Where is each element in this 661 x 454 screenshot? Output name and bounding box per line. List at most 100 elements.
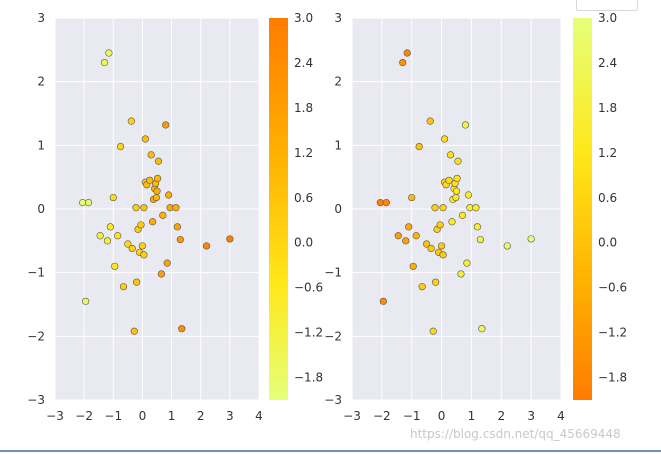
- colorbar-tick-label: 2.4: [598, 56, 617, 70]
- scatter-point: [461, 121, 470, 129]
- scatter-point: [159, 211, 167, 219]
- scatter-point: [100, 58, 109, 67]
- x-tick-label: 0: [139, 409, 147, 423]
- x-tick-label: 3: [527, 409, 535, 423]
- y-tick-label: 0: [37, 202, 45, 216]
- scatter-point: [137, 221, 145, 229]
- colorbar-tick-label: 1.2: [294, 146, 313, 160]
- scatter-point: [105, 49, 113, 57]
- colorbar-tick-label: 0.0: [598, 236, 617, 250]
- scatter-point: [446, 151, 455, 159]
- colorbar-tick-label: −1.2: [598, 326, 627, 340]
- y-tick-label: 2: [334, 75, 342, 89]
- colorbar-tick-label: 3.0: [598, 11, 617, 25]
- scatter-point: [405, 223, 413, 231]
- scatter-point: [379, 297, 387, 305]
- scatter-point: [140, 251, 148, 259]
- scatter-point: [463, 259, 471, 267]
- scatter-point: [127, 117, 135, 125]
- scatter-point: [426, 117, 434, 125]
- scatter-point: [124, 240, 132, 248]
- scatter-point: [114, 232, 122, 240]
- colorbar-tick-label: −1.8: [294, 371, 323, 385]
- colorbar-tick-label: 1.8: [294, 101, 313, 115]
- scatter-point: [412, 232, 420, 240]
- scatter-point: [452, 193, 460, 202]
- y-tick-label: −3: [324, 393, 342, 407]
- scatter-point: [403, 49, 411, 57]
- y-tick-label: −1: [27, 266, 45, 280]
- scatter-point: [440, 135, 449, 143]
- x-tick-label: −3: [343, 409, 361, 423]
- x-tick-label: −1: [403, 409, 421, 423]
- x-tick-label: −2: [373, 409, 391, 423]
- x-tick-label: −3: [46, 409, 64, 423]
- scatter-point: [454, 157, 462, 165]
- y-tick-label: 2: [37, 75, 45, 89]
- colorbar-tick-label: 0.0: [294, 236, 313, 250]
- scatter-point: [432, 278, 440, 286]
- y-tick-label: 3: [37, 11, 45, 25]
- colorbar-tick-label: 0.6: [294, 191, 313, 205]
- scatter-point: [436, 221, 444, 229]
- scatter-point: [178, 325, 186, 333]
- scatter-point: [376, 199, 384, 207]
- scatter-point: [226, 235, 234, 243]
- scatter-point: [418, 283, 426, 291]
- colorbar: [573, 18, 592, 400]
- scatter-point: [165, 191, 173, 199]
- y-tick-label: 1: [37, 138, 45, 152]
- scatter-point: [399, 58, 407, 67]
- scatter-point: [382, 199, 390, 207]
- y-tick-label: 3: [334, 11, 342, 25]
- scatter-point: [427, 244, 435, 253]
- scatter-point: [163, 259, 171, 267]
- scatter-point: [415, 143, 423, 151]
- scatter-point: [445, 176, 453, 184]
- scatter-point: [116, 143, 125, 151]
- scatter-point: [503, 242, 511, 250]
- scatter-point: [473, 223, 482, 231]
- y-tick-label: −1: [324, 266, 342, 280]
- colorbar: [269, 18, 288, 400]
- scatter-point: [153, 187, 161, 195]
- scatter-point: [466, 204, 474, 212]
- colorbar-tick-label: 1.2: [598, 146, 617, 160]
- scatter-point: [140, 204, 148, 212]
- scatter-point: [103, 237, 112, 245]
- scatter-point: [472, 204, 480, 212]
- colorbar-tick-label: −1.2: [294, 326, 323, 340]
- y-tick-label: 0: [334, 202, 342, 216]
- scatter-point: [106, 223, 114, 231]
- scatter-point: [402, 237, 410, 245]
- scatter-point: [409, 262, 417, 270]
- toolbar-widget[interactable]: [576, 0, 638, 11]
- y-tick-label: −3: [27, 393, 45, 407]
- scatter-point: [431, 204, 439, 212]
- scatter-point: [153, 174, 162, 183]
- colorbar-tick-label: −0.6: [294, 281, 323, 295]
- scatter-point: [476, 235, 484, 244]
- scatter-point: [423, 240, 431, 248]
- watermark-text: https://blog.csdn.net/qq_45669448: [410, 427, 621, 441]
- x-tick-label: 1: [168, 409, 176, 423]
- scatter-point: [464, 191, 473, 199]
- scatter-point: [130, 327, 138, 335]
- x-tick-label: 2: [497, 409, 505, 423]
- scatter-point: [394, 232, 402, 240]
- scatter-point: [149, 218, 157, 226]
- scatter-point: [452, 187, 461, 195]
- colorbar-tick-label: 2.4: [294, 56, 313, 70]
- scatter-point: [458, 211, 467, 219]
- scatter-point: [429, 327, 437, 335]
- scatter-point: [111, 262, 119, 270]
- scatter-point: [132, 204, 140, 212]
- x-tick-label: −1: [104, 409, 122, 423]
- x-tick-label: 3: [226, 409, 234, 423]
- x-tick-label: 0: [438, 409, 446, 423]
- scatter-point: [162, 121, 170, 129]
- left-scatter-panel: −3 −2 −1 0 1 2 3 4 −3 −2 −1 0 1 2 3 3.0 2.4 1.8 1.2 0.6 0.0 −…: [27, 11, 323, 423]
- colorbar-tick-label: −1.8: [598, 371, 627, 385]
- colorbar-tick-label: 1.8: [598, 101, 617, 115]
